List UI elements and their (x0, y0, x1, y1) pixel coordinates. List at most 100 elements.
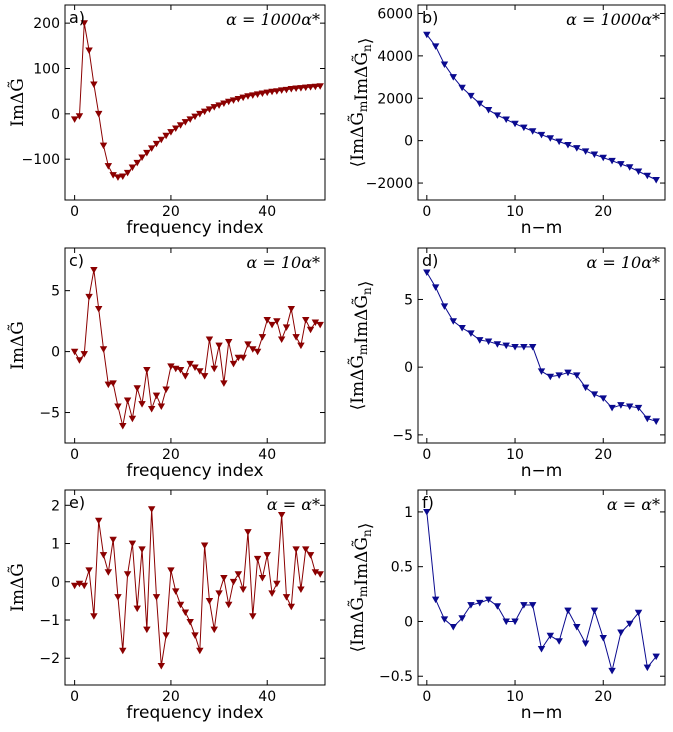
data-point (205, 106, 214, 113)
data-point (528, 602, 537, 609)
data-point (249, 613, 257, 620)
x-tick-label: 20 (594, 447, 612, 463)
data-point (564, 369, 572, 377)
y-tick-label: 0 (404, 614, 413, 630)
data-point (162, 132, 170, 140)
data-point (167, 567, 175, 574)
data-point (239, 354, 247, 362)
data-point (94, 110, 103, 118)
panel-label: f) (422, 493, 434, 512)
panel-d: 0 10 20 5 0 −5 d) α = 10α* n−m ⟨ImΔG̃mImΔG̃n⟩ (348, 247, 666, 481)
data-point (181, 119, 190, 126)
alpha-annotation: α = 1000α* (566, 10, 660, 29)
data-point (147, 145, 156, 152)
data-point (244, 93, 252, 100)
x-tick-label: 20 (162, 447, 180, 463)
data-point (90, 81, 98, 88)
data-point (162, 386, 170, 393)
data-point (297, 85, 305, 92)
y-tick-label: −5 (39, 406, 60, 422)
x-tick-label: 0 (70, 447, 79, 463)
data-point (229, 97, 238, 104)
panel-label: a) (69, 8, 85, 27)
data-point (431, 596, 440, 604)
data-point (528, 128, 537, 135)
data-point (484, 338, 493, 346)
data-point (634, 168, 643, 175)
data-point (205, 336, 214, 344)
data-point (476, 337, 484, 344)
data-point (80, 351, 88, 358)
y-tick-label: 0 (404, 134, 413, 150)
alpha-annotation: α = α* (267, 495, 320, 514)
data-point (162, 632, 170, 639)
data-point (172, 125, 180, 132)
data-point (302, 317, 310, 324)
data-point (224, 98, 233, 106)
data-point (277, 511, 286, 519)
panel-label: d) (422, 251, 438, 270)
data-point (133, 385, 141, 392)
y-tick-label: 200 (33, 16, 60, 32)
data-point (502, 342, 510, 350)
data-point (625, 403, 634, 411)
data-point (268, 590, 276, 597)
data-point (282, 86, 291, 94)
data-point (224, 338, 233, 346)
y-tick-label: 5 (51, 284, 60, 300)
x-axis-label: n−m (521, 461, 563, 481)
data-point (449, 74, 458, 81)
data-point (94, 306, 103, 313)
data-point (138, 546, 146, 553)
data-point (316, 83, 324, 90)
data-point (152, 140, 161, 148)
data-point (147, 506, 156, 513)
data-point (80, 20, 88, 27)
data-point (90, 613, 98, 620)
data-point (196, 647, 204, 655)
data-point (458, 324, 466, 332)
data-point (652, 418, 660, 425)
data-point (502, 618, 510, 626)
y-axis-label: ⟨ImΔG̃mImΔG̃n⟩ (348, 281, 376, 411)
y-tick-label: 1 (404, 505, 413, 521)
data-point (634, 609, 643, 617)
y-tick-label: 5 (404, 292, 413, 308)
data-point (191, 113, 199, 121)
data-point (176, 366, 185, 374)
data-point (449, 624, 458, 631)
y-axis-label: ⟨ImΔG̃mImΔG̃n⟩ (348, 38, 376, 168)
data-point (123, 397, 132, 404)
data-point (297, 586, 305, 594)
y-tick-label: −100 (22, 152, 60, 168)
x-tick-label: 20 (594, 204, 612, 220)
data-point (546, 632, 555, 640)
data-point (157, 403, 166, 411)
data-point (476, 599, 484, 607)
data-point (467, 602, 475, 609)
x-tick-label: 10 (506, 447, 524, 463)
y-axis-label: ImΔG̃ (8, 563, 28, 612)
plot-frame (64, 247, 326, 444)
data-point (109, 536, 117, 544)
data-point (440, 61, 449, 68)
panel-e: 0 20 40 2 1 0 −1 −2 e) α = α* frequency index ImΔG̃ (8, 489, 326, 723)
y-tick-label: 0 (404, 360, 413, 376)
alpha-annotation: α = 1000α* (226, 10, 320, 29)
data-point (229, 578, 238, 586)
data-point (282, 594, 291, 601)
plot-frame (64, 4, 326, 201)
data-point (458, 84, 466, 92)
data-point (253, 348, 262, 356)
data-point (431, 43, 440, 50)
data-point (537, 368, 546, 375)
y-tick-label: 100 (33, 61, 60, 77)
data-point (599, 154, 607, 162)
data-point (652, 653, 660, 661)
data-point (90, 267, 98, 274)
data-point (476, 100, 484, 108)
data-point (191, 364, 199, 372)
data-point (608, 404, 616, 412)
data-point (239, 586, 247, 594)
